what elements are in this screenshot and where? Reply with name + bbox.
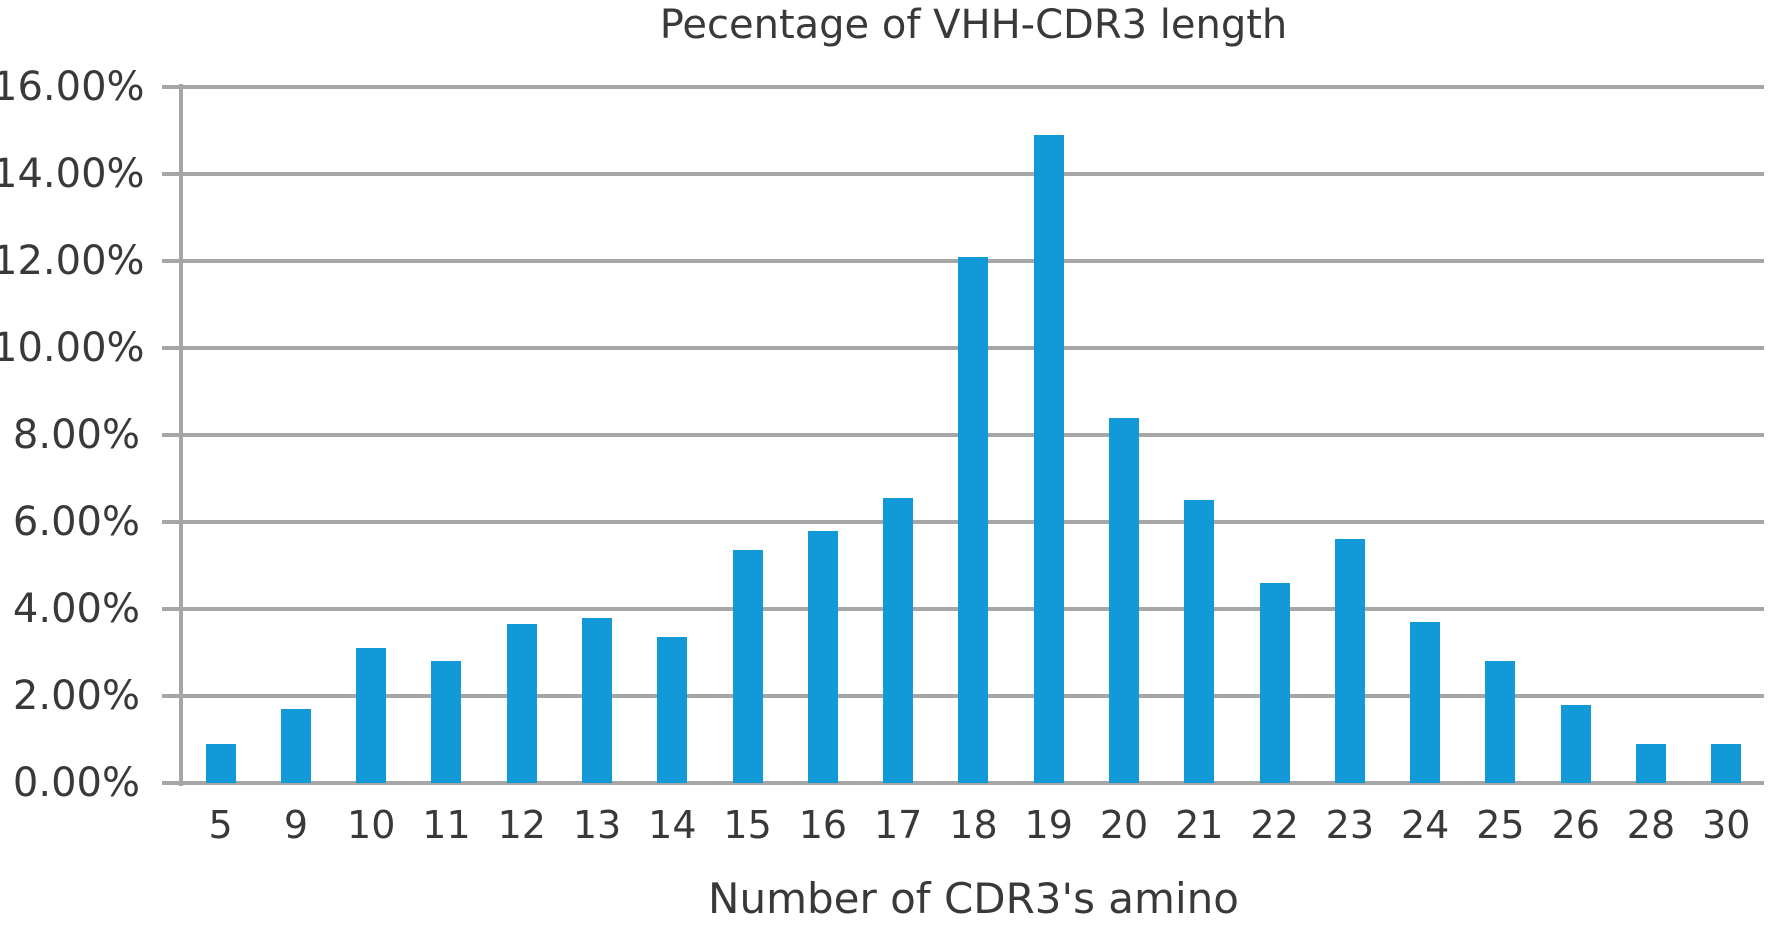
bar-22 [1259,582,1290,783]
bar-slot-16 [785,87,860,783]
bar-19 [1033,134,1064,783]
gridline-16.00% [162,85,1764,89]
bar-9 [280,709,311,783]
x-axis-tick-label: 23 [1325,803,1375,847]
bar-24 [1410,622,1441,783]
bar-20 [1109,417,1140,783]
bar-30 [1711,743,1742,783]
bar-10 [356,648,387,783]
bar-5 [205,743,236,783]
x-axis-tick-label: 24 [1400,803,1450,847]
x-axis-tick-label: 16 [798,803,848,847]
bar-slot-18 [936,87,1011,783]
y-axis-tick-label: 14.00% [0,151,145,197]
bar-slot-30 [1689,87,1764,783]
y-axis-line [179,84,183,786]
x-axis-tick-label: 15 [723,803,772,847]
y-axis-tick-label: 16.00% [0,64,145,110]
bar-13 [582,617,613,783]
bar-17 [883,498,914,783]
bar-21 [1184,500,1215,783]
x-axis-tick-label: 14 [648,803,697,847]
x-axis-tick-label: 19 [1024,803,1073,847]
bar-slot-11 [409,87,484,783]
bar-slot-19 [1011,87,1086,783]
x-axis-tick-label: 26 [1551,803,1600,847]
bar-slot-17 [861,87,936,783]
x-axis-tick-label: 21 [1175,803,1224,847]
bar-15 [732,550,763,783]
bar-slot-26 [1538,87,1613,783]
y-axis-tick-label: 4.00% [12,586,140,632]
bar-26 [1560,704,1591,783]
bar-slot-24 [1388,87,1463,783]
bar-23 [1334,539,1365,783]
x-axis-tick-label: 20 [1099,803,1149,847]
bar-slot-23 [1312,87,1387,783]
bar-slot-9 [258,87,333,783]
x-axis-tick-label: 17 [873,803,923,847]
gridline-0.00% [162,781,1764,785]
bar-11 [431,661,462,783]
bar-slot-13 [559,87,634,783]
bar-25 [1485,661,1516,783]
gridline-14.00% [162,172,1764,176]
x-axis-tick-label: 11 [422,803,471,847]
chart-title: Pecentage of VHH-CDR3 length [659,2,1288,48]
bar-slot-28 [1613,87,1688,783]
x-axis-tick-label: 13 [572,803,622,847]
y-axis-tick-label: 10.00% [0,325,145,371]
y-axis-tick-label: 2.00% [12,673,140,719]
y-axis-tick-label: 0.00% [12,760,140,806]
bar-14 [657,637,688,783]
y-axis-tick-label: 6.00% [12,499,140,545]
bar-16 [807,530,838,783]
x-axis-tick-labels: 5 9 10 11 12 13 14 15 16 17 18 19 20 21 22 23 24 25 26 28 30 [183,802,1764,848]
x-axis-title: Number of CDR3's amino [708,874,1239,923]
bar-slot-20 [1086,87,1161,783]
x-axis-tick-label: 25 [1476,803,1525,847]
x-axis-tick-label: 30 [1702,803,1751,847]
bar-slot-25 [1463,87,1538,783]
x-axis-tick-label: 18 [949,803,998,847]
bar-12 [506,624,537,783]
bar-18 [958,256,989,783]
bar-slot-14 [635,87,710,783]
plot-area [183,87,1764,783]
bar-slot-21 [1162,87,1237,783]
bar-slot-12 [484,87,559,783]
x-axis-tick-label: 5 [208,803,233,847]
x-axis-tick-label: 9 [283,803,309,847]
y-axis-tick-label: 12.00% [0,238,145,284]
x-axis-tick-label: 22 [1250,803,1299,847]
x-axis-tick-label: 28 [1626,803,1676,847]
x-axis-tick-label: 10 [347,803,396,847]
bar-28 [1635,743,1666,783]
bar-slot-15 [710,87,785,783]
y-axis-tick-label: 8.00% [12,412,140,458]
bar-slot-10 [334,87,409,783]
x-axis-tick-label: 12 [497,803,546,847]
bar-slot-22 [1237,87,1312,783]
bar-slot-5 [183,87,258,783]
